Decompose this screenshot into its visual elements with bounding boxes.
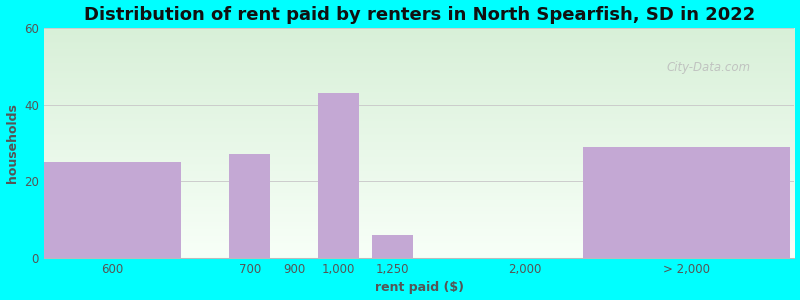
Y-axis label: households: households: [6, 103, 18, 183]
Title: Distribution of rent paid by renters in North Spearfish, SD in 2022: Distribution of rent paid by renters in …: [83, 6, 754, 24]
Bar: [583, 147, 790, 258]
Text: City-Data.com: City-Data.com: [667, 61, 751, 74]
Bar: [318, 93, 359, 258]
Bar: [371, 235, 413, 258]
Bar: [44, 162, 182, 258]
X-axis label: rent paid ($): rent paid ($): [374, 281, 464, 294]
Bar: [230, 154, 270, 258]
